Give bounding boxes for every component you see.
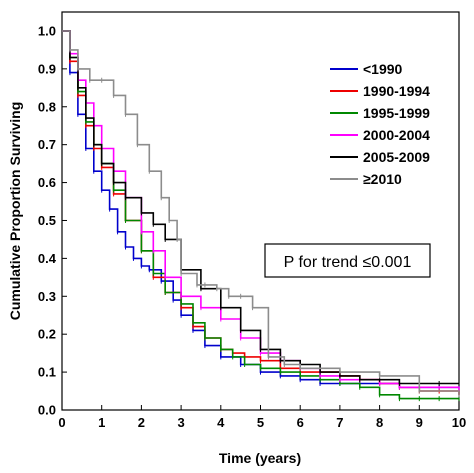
- y-tick-label: 0.5: [38, 213, 56, 228]
- series-line-4: [62, 30, 459, 385]
- x-tick-label: 1: [98, 415, 105, 430]
- legend-label: 2000-2004: [363, 127, 430, 143]
- legend-label: 1990-1994: [363, 83, 430, 99]
- x-tick-label: 6: [297, 415, 304, 430]
- trend-annotation-box: [264, 243, 431, 278]
- series-layer: [62, 30, 460, 402]
- x-axis-title: Time (years): [219, 450, 301, 466]
- y-tick-label: 0.7: [38, 137, 56, 152]
- x-tick-label: 8: [376, 415, 383, 430]
- y-tick-label: 0.2: [38, 327, 56, 342]
- legend-label: <1990: [363, 61, 403, 77]
- y-tick-label: 0.0: [38, 403, 56, 418]
- legend-label: 2005-2009: [363, 149, 430, 165]
- legend-label: 1995-1999: [363, 105, 430, 121]
- legend: <1990 1990-1994 1995-1999 2000-2004 2005-200…: [330, 61, 430, 187]
- trend-annotation: P for trend ≤0.001: [284, 254, 412, 271]
- y-tick-label: 0.8: [38, 99, 56, 114]
- axis-ticks: 0 1 2 3 4 5 6 7 8 9 10 0.0 0.1 0.2 0.3 0.4 0.5 0.6 0.7 0.8 0…: [38, 23, 466, 430]
- y-tick-label: 0.9: [38, 61, 56, 76]
- y-axis-title: Cumulative Proportion Surviving: [7, 102, 23, 321]
- x-tick-label: 3: [177, 415, 184, 430]
- legend-label: ≥2010: [363, 171, 402, 187]
- x-tick-label: 0: [58, 415, 65, 430]
- y-tick-label: 0.4: [38, 251, 57, 266]
- y-tick-label: 0.1: [38, 365, 56, 380]
- x-tick-label: 10: [452, 415, 466, 430]
- y-tick-label: 0.6: [38, 175, 56, 190]
- x-tick-label: 7: [336, 415, 343, 430]
- x-tick-label: 9: [416, 415, 423, 430]
- x-tick-label: 4: [217, 415, 225, 430]
- series-line-5: [62, 30, 460, 395]
- y-tick-label: 1.0: [38, 23, 56, 38]
- x-tick-label: 5: [257, 415, 264, 430]
- x-tick-label: 2: [138, 415, 145, 430]
- y-tick-label: 0.3: [38, 289, 56, 304]
